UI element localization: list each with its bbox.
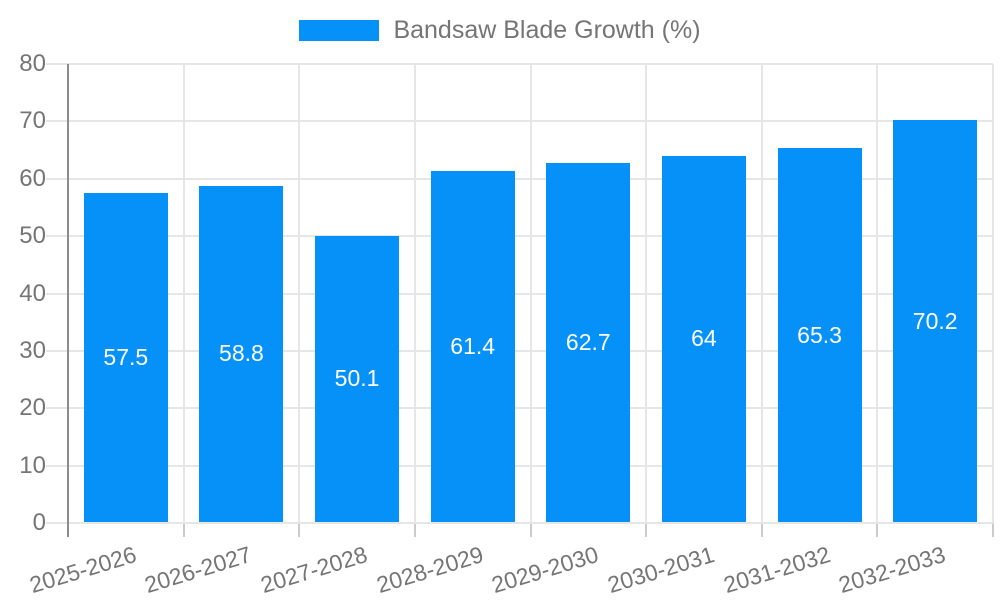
- bar-value-label: 64: [691, 325, 717, 352]
- x-gridline: [760, 64, 763, 523]
- x-axis-tick: [992, 523, 994, 537]
- bar[interactable]: [430, 170, 515, 523]
- y-axis-tick-label: 60: [19, 164, 46, 192]
- y-axis-tick-label: 40: [19, 279, 46, 307]
- bar-value-label: 65.3: [797, 321, 842, 348]
- y-axis-tick-label: 30: [19, 336, 46, 364]
- y-axis-tick-label: 70: [19, 107, 46, 135]
- x-axis-tick-label: 2032-2033: [835, 541, 949, 599]
- y-axis-line: [67, 64, 69, 537]
- bar-value-label: 58.8: [219, 340, 264, 367]
- bar[interactable]: [661, 155, 746, 523]
- legend-swatch: [299, 19, 380, 41]
- y-gridline: [46, 349, 993, 352]
- bar-value-label: 57.5: [103, 344, 149, 371]
- y-axis-tick-label: 0: [32, 509, 46, 536]
- legend-label: Bandsaw Blade Growth (%): [393, 16, 701, 44]
- x-axis-tick-label: 2025-2026: [26, 541, 140, 599]
- bar-value-label: 70.2: [912, 307, 958, 334]
- bar-value-label: 61.4: [450, 332, 496, 359]
- x-axis-tick: [298, 523, 301, 537]
- x-gridline: [529, 64, 532, 523]
- x-axis-tick: [182, 523, 185, 537]
- x-axis-tick: [760, 523, 763, 537]
- x-gridline: [182, 64, 185, 523]
- x-axis-tick-label: 2028-2029: [373, 541, 486, 599]
- x-gridline: [298, 64, 301, 523]
- x-axis-tick: [413, 523, 416, 537]
- x-axis-tick-label: 2030-2031: [604, 541, 718, 599]
- y-gridline: [46, 464, 993, 467]
- x-axis-tick-label: 2026-2027: [141, 541, 255, 599]
- bar-value-label: 50.1: [334, 365, 380, 392]
- x-gridline: [876, 64, 879, 523]
- bar[interactable]: [546, 163, 631, 523]
- y-axis-tick-label: 10: [19, 451, 46, 479]
- y-gridline: [46, 235, 993, 238]
- y-gridline: [46, 120, 993, 123]
- bar[interactable]: [199, 185, 284, 523]
- x-axis-tick: [529, 523, 532, 537]
- x-axis-tick: [876, 523, 879, 537]
- y-axis-tick-label: 80: [19, 50, 46, 77]
- bar[interactable]: [315, 235, 400, 523]
- bar-value-label: 62.7: [565, 329, 611, 356]
- y-gridline: [46, 63, 993, 65]
- bar[interactable]: [777, 148, 862, 523]
- x-gridline: [645, 64, 648, 523]
- x-gridline: [413, 64, 416, 523]
- x-axis-tick: [645, 523, 648, 537]
- bar[interactable]: [893, 120, 978, 523]
- y-axis-tick-label: 50: [19, 222, 46, 250]
- y-gridline: [46, 407, 993, 410]
- x-axis-tick-label: 2031-2032: [720, 541, 833, 599]
- y-gridline: [46, 177, 993, 180]
- x-axis-tick-label: 2027-2028: [257, 541, 371, 599]
- y-gridline: [46, 292, 993, 295]
- x-axis-tick-label: 2029-2030: [488, 541, 602, 599]
- x-axis-line: [46, 522, 993, 524]
- x-gridline: [992, 64, 994, 523]
- y-axis-tick-label: 20: [19, 394, 46, 422]
- legend[interactable]: Bandsaw Blade Growth (%): [0, 16, 1000, 44]
- bar[interactable]: [83, 193, 168, 523]
